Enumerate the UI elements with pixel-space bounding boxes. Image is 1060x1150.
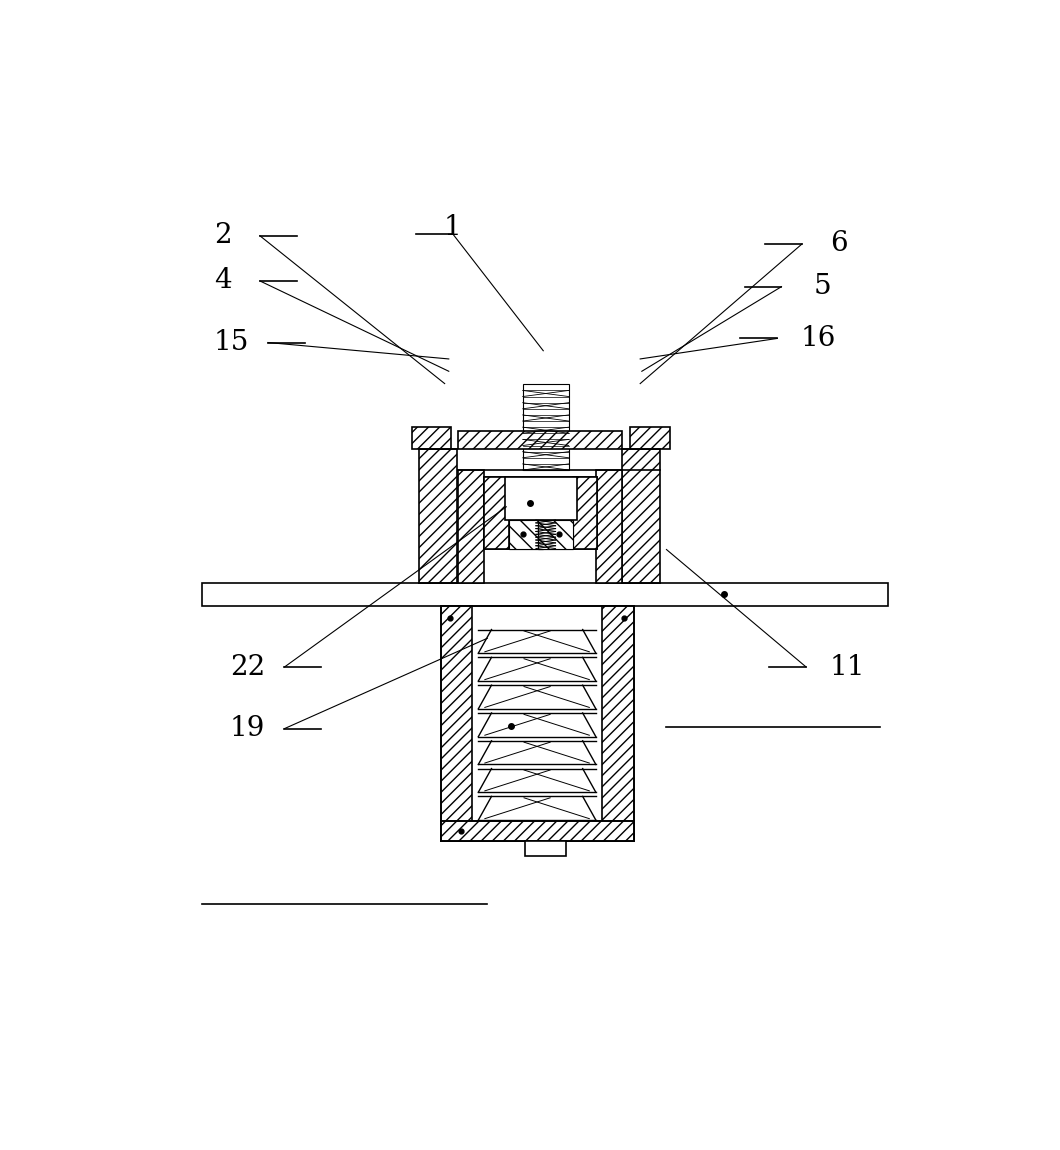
Bar: [538, 520, 572, 549]
Bar: [441, 606, 472, 842]
Bar: [484, 477, 598, 549]
Bar: [596, 470, 622, 583]
Text: 6: 6: [830, 230, 848, 258]
Bar: [202, 583, 888, 606]
Bar: [622, 448, 660, 583]
Text: 11: 11: [830, 653, 865, 681]
Text: 4: 4: [214, 268, 232, 294]
Text: 19: 19: [230, 715, 265, 742]
Bar: [602, 606, 634, 842]
Bar: [505, 477, 577, 520]
Bar: [538, 520, 572, 549]
Bar: [631, 427, 670, 448]
Bar: [441, 606, 634, 842]
Text: 2: 2: [214, 222, 232, 250]
Text: 16: 16: [800, 325, 836, 352]
Text: 22: 22: [230, 653, 265, 681]
Bar: [458, 431, 622, 448]
Bar: [419, 448, 457, 583]
Bar: [441, 821, 634, 842]
Text: 5: 5: [814, 274, 831, 300]
Bar: [458, 470, 484, 583]
Bar: [411, 427, 452, 448]
Text: 15: 15: [213, 329, 249, 356]
Bar: [509, 520, 543, 549]
Bar: [523, 384, 569, 470]
Bar: [525, 842, 566, 857]
Bar: [484, 477, 509, 549]
Bar: [509, 520, 543, 549]
Text: 1: 1: [444, 214, 462, 242]
Bar: [572, 477, 598, 549]
Bar: [441, 821, 634, 842]
